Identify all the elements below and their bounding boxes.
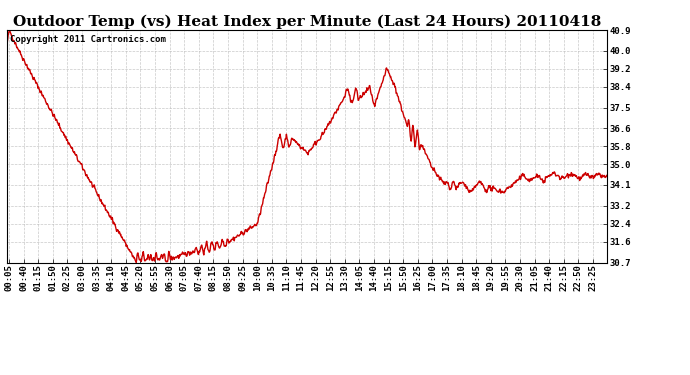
Title: Outdoor Temp (vs) Heat Index per Minute (Last 24 Hours) 20110418: Outdoor Temp (vs) Heat Index per Minute … <box>13 15 601 29</box>
Text: Copyright 2011 Cartronics.com: Copyright 2011 Cartronics.com <box>10 34 166 44</box>
